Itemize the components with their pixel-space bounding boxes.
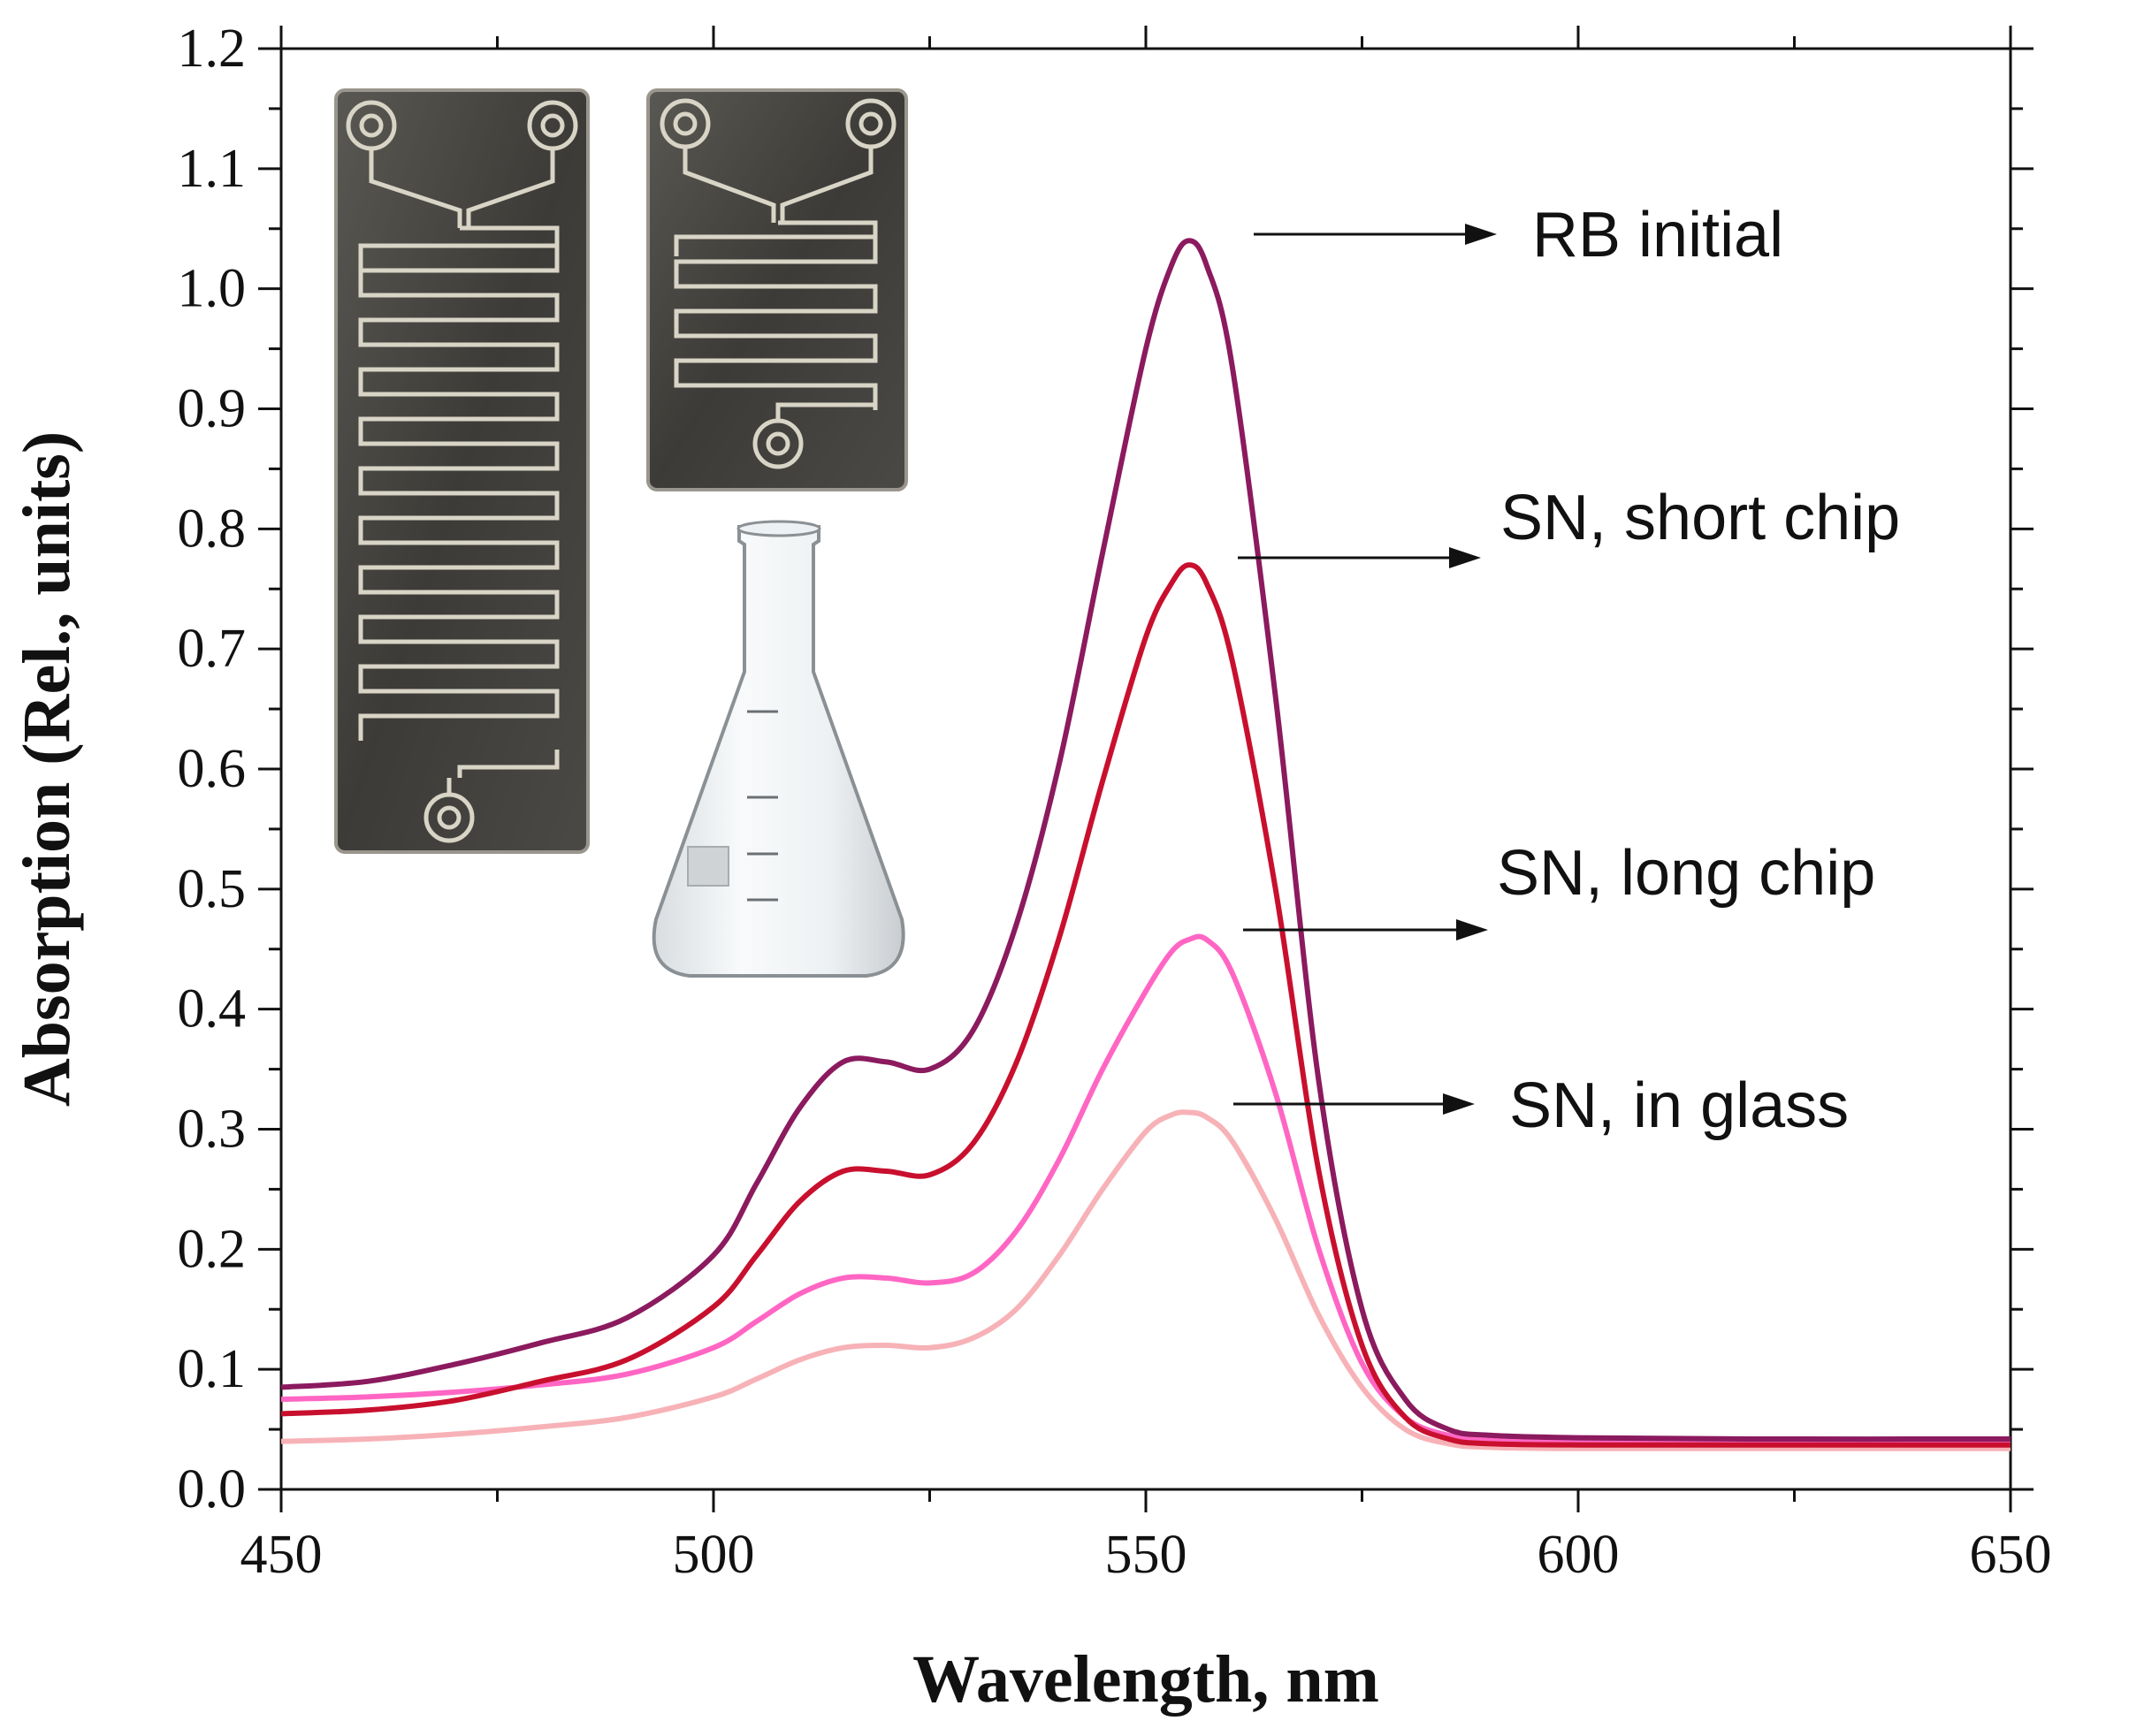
annotation-arrowhead: [1443, 1093, 1475, 1115]
series-lines: [280, 238, 2011, 1451]
x-tick-label: 500: [673, 1525, 755, 1585]
annotation-arrowhead: [1465, 224, 1497, 245]
y-tick-label: 0.2: [178, 1219, 247, 1279]
y-tick-label: 0.7: [178, 619, 247, 679]
x-axis: 450 500 550 600 650: [240, 26, 2052, 1585]
annotation-label: SN, in glass: [1509, 1070, 1849, 1141]
y-tick-label: 0.5: [178, 859, 247, 919]
annotation-arrowhead: [1456, 919, 1488, 940]
series-line-1: [280, 562, 2011, 1448]
x-tick-label: 600: [1538, 1525, 1620, 1585]
x-tick-label: 650: [1970, 1525, 2052, 1585]
series-line-3: [280, 1109, 2011, 1451]
y-tick-label: 0.1: [178, 1339, 247, 1399]
y-tick-label: 0.8: [178, 499, 247, 559]
y-axis-title: Absorption (Rel., units): [10, 431, 84, 1107]
annotation-label: SN, short chip: [1500, 483, 1900, 553]
short-chip-photo: [646, 88, 908, 491]
annotation-label: RB initial: [1532, 200, 1783, 270]
y-axis: 0.0 0.1 0.2 0.3 0.4 0.5 0.6 0.7 0.8 0.9 1.0 1.1 1.2: [178, 19, 2034, 1519]
y-tick-label: 1.1: [178, 139, 247, 199]
y-tick-label: 0.9: [178, 379, 247, 439]
series-line-0: [280, 238, 2011, 1443]
series-line-2: [280, 933, 2011, 1444]
y-tick-label: 1.0: [178, 259, 247, 319]
erlenmeyer-flask-photo: [652, 520, 905, 978]
annotation-label: SN, long chip: [1497, 838, 1875, 909]
x-tick-label: 450: [240, 1525, 323, 1585]
y-tick-label: 0.0: [178, 1459, 247, 1519]
annotations: RB initial SN, short chip SN, long chip SN,…: [1233, 200, 1900, 1141]
y-tick-label: 1.2: [178, 19, 247, 79]
y-tick-label: 0.3: [178, 1100, 247, 1160]
x-tick-label: 550: [1105, 1525, 1187, 1585]
long-chip-photo: [334, 88, 590, 854]
y-tick-label: 0.6: [178, 739, 247, 799]
annotation-arrowhead: [1449, 547, 1481, 568]
y-tick-label: 0.4: [178, 979, 247, 1039]
x-axis-title: Wavelength, nm: [912, 1642, 1379, 1717]
